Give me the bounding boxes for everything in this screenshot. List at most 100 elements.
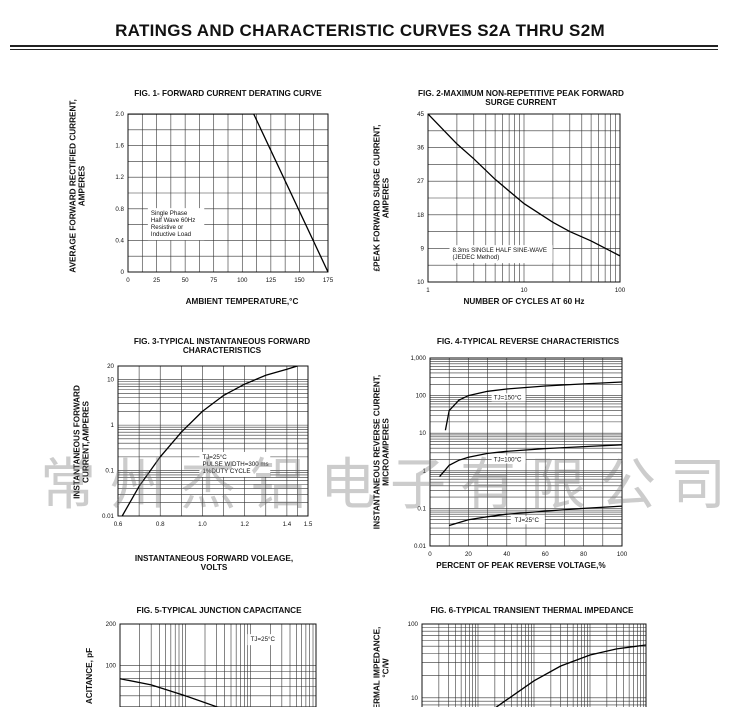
fig6-title: FIG. 6-TYPICAL TRANSIENT THERMAL IMPEDAN… bbox=[430, 606, 634, 615]
fig4-ylabel: INSTANTANEOUS REVERSE CURRENT,MICROAMPER… bbox=[373, 375, 391, 529]
fig2-ytick-label: 9 bbox=[421, 245, 425, 252]
fig3-annotation-bg bbox=[199, 451, 271, 477]
fig4-series-label: TJ=150°C bbox=[494, 394, 522, 401]
fig4-xtick-label: 40 bbox=[503, 551, 510, 558]
fig1-annotation-bg bbox=[147, 208, 205, 241]
fig3-xtick-label: 0.6 bbox=[114, 521, 123, 528]
fig1-xtick-label: 100 bbox=[237, 277, 248, 284]
fig5-ytick-label: 100 bbox=[106, 662, 117, 669]
fig4-chart: 0 20 40 60 80 100 0.01 0.1 1 10 100 1,000 TJ=150°C TJ… bbox=[373, 337, 628, 570]
fig4-xtick-label: 60 bbox=[542, 551, 549, 558]
fig4-ytick-label: 10 bbox=[419, 430, 426, 437]
title-rule-top bbox=[10, 45, 718, 47]
fig4-xtick-label: 20 bbox=[465, 551, 472, 558]
fig4-ytick-label: 0.01 bbox=[414, 543, 427, 550]
fig6-chart: 10 100 FIG. 6-TYPICAL TRANSIENT THERMAL IM… bbox=[373, 606, 647, 707]
fig4-xlabel: PERCENT OF PEAK REVERSE VOLTAGE,% bbox=[436, 561, 606, 570]
fig6-grid bbox=[422, 624, 646, 707]
fig1-ytick-label: 0 bbox=[121, 269, 125, 276]
fig4-series-line bbox=[439, 444, 622, 478]
fig2-annotation-bg bbox=[449, 245, 553, 264]
fig5-series-line bbox=[120, 678, 220, 707]
fig5-frame bbox=[119, 623, 317, 707]
fig1-ytick-label: 1.6 bbox=[115, 143, 124, 150]
fig2-ytick-label: 36 bbox=[417, 145, 424, 152]
fig1-title: FIG. 1- FORWARD CURRENT DERATING CURVE bbox=[134, 89, 322, 98]
fig4-ytick-label: 1 bbox=[423, 468, 427, 475]
fig2-xlabel: NUMBER OF CYCLES AT 60 Hz bbox=[463, 297, 584, 306]
fig2-xtick-label: 1 bbox=[426, 287, 430, 294]
fig2-annotation: 8.3ms SINGLE HALF SINE-WAVE (JEDEC Method… bbox=[453, 247, 548, 261]
fig1-ytick-label: 0.8 bbox=[115, 206, 124, 213]
fig1-xtick-label: 150 bbox=[294, 277, 305, 284]
fig3-chart: 0.6 0.8 1.0 1.2 1.4 1.5 0.01 0.1 1 10 20 TJ=25°C PUL… bbox=[73, 337, 313, 572]
fig6-ytick-label: 100 bbox=[408, 621, 419, 628]
fig2-grid bbox=[428, 114, 620, 282]
fig6-ylabel: ERMAL IMPEDANCE,°C/W bbox=[373, 627, 391, 707]
fig4-series-label: TJ=100°C bbox=[494, 456, 522, 463]
fig3-series-line bbox=[121, 366, 298, 516]
fig3-ytick-label: 20 bbox=[107, 363, 114, 370]
fig3-title: FIG. 3-TYPICAL INSTANTANEOUS FORWARD CHAR… bbox=[134, 337, 310, 355]
fig2-ytick-label: 45 bbox=[417, 111, 424, 118]
fig3-xlabel: INSTANTANEOUS FORWARD VOLEAGE, VOLTS bbox=[135, 554, 293, 572]
fig1-xtick-label: 0 bbox=[126, 277, 130, 284]
fig6-series-line bbox=[495, 644, 646, 707]
fig3-xtick-label: 1.0 bbox=[198, 521, 207, 528]
fig3-frame bbox=[117, 365, 309, 517]
fig1-xtick-label: 50 bbox=[182, 277, 189, 284]
fig4-xtick-label: 80 bbox=[580, 551, 587, 558]
fig4-frame bbox=[429, 357, 623, 547]
fig4-series-label-bg bbox=[510, 516, 545, 525]
fig3-annotation: TJ=25°C PULSE WIDTH=300 ms 1%DUTY CYCLE bbox=[202, 454, 268, 475]
fig4-ytick-label: 0.1 bbox=[417, 505, 426, 512]
fig5-grid bbox=[120, 624, 316, 707]
fig3-xtick-label: 1.4 bbox=[283, 521, 292, 528]
fig1-xtick-label: 175 bbox=[323, 277, 334, 284]
fig1-xtick-label: 25 bbox=[153, 277, 160, 284]
fig5-annotation: TJ=25°C bbox=[251, 636, 276, 643]
fig5-title: FIG. 5-TYPICAL JUNCTION CAPACITANCE bbox=[136, 606, 302, 615]
fig2-xtick-label: 100 bbox=[615, 287, 626, 294]
fig3-xtick-label: 0.8 bbox=[156, 521, 165, 528]
fig4-series-line bbox=[449, 505, 622, 527]
fig4-series-label-bg bbox=[491, 455, 526, 464]
fig5-chart: 100 200 TJ=25°C FIG. 5-TYPICAL JUNCTION CAP… bbox=[85, 606, 317, 707]
fig1-ytick-label: 1.2 bbox=[115, 174, 124, 181]
fig3-ytick-label: 10 bbox=[107, 377, 114, 384]
fig2-title: FIG. 2-MAXIMUM NON-REPETITIVE PEAK FORWA… bbox=[418, 89, 624, 107]
fig3-xtick-label: 1.5 bbox=[304, 521, 313, 528]
fig2-series-line bbox=[428, 114, 620, 257]
fig3-grid bbox=[118, 366, 308, 516]
fig2-xtick-label: 10 bbox=[521, 287, 528, 294]
fig4-series-line bbox=[444, 381, 622, 431]
fig2-frame bbox=[427, 113, 621, 283]
fig6-frame bbox=[421, 623, 647, 707]
fig2-ytick-label: 27 bbox=[417, 178, 424, 185]
fig1-chart: 0 25 50 75 100 125 150 175 0 0.4 0.8 1.2 1.6 2.0 Singl… bbox=[69, 89, 334, 306]
fig5-ytick-label: 200 bbox=[106, 621, 117, 628]
fig4-series-label: TJ=25°C bbox=[515, 517, 540, 524]
fig4-grid bbox=[430, 358, 622, 546]
fig5-ylabel: ACITANCE, pF bbox=[85, 648, 94, 704]
fig4-xtick-label: 100 bbox=[617, 551, 628, 558]
fig1-annotation: Single Phase Half Wave 60Hz Resistive or In… bbox=[151, 210, 195, 238]
fig2-ytick-label: 10 bbox=[417, 279, 424, 286]
fig2-ytick-label: 18 bbox=[417, 212, 424, 219]
fig1-ytick-label: 2.0 bbox=[115, 111, 124, 118]
fig3-ylabel: INSTANTANEOUS FORWARDCURRENT,AMPERES bbox=[73, 385, 91, 499]
fig4-series-label-bg bbox=[491, 393, 526, 402]
fig5-annotation-bg bbox=[247, 634, 279, 646]
fig6-ytick-label: 10 bbox=[411, 695, 418, 702]
fig4-title: FIG. 4-TYPICAL REVERSE CHARACTERISTICS bbox=[437, 337, 620, 346]
fig4-ytick-label: 100 bbox=[416, 393, 427, 400]
fig1-xtick-label: 125 bbox=[266, 277, 277, 284]
fig3-xtick-label: 1.2 bbox=[240, 521, 249, 528]
page-title: RATINGS AND CHARACTERISTIC CURVES S2A TH… bbox=[115, 21, 605, 40]
fig3-ytick-label: 0.1 bbox=[105, 468, 114, 475]
fig1-grid bbox=[128, 114, 328, 272]
fig2-ylabel: £PEAK FORWARD SURGE CURRENT,AMPERES bbox=[373, 125, 391, 272]
fig1-ytick-label: 0.4 bbox=[115, 237, 124, 244]
